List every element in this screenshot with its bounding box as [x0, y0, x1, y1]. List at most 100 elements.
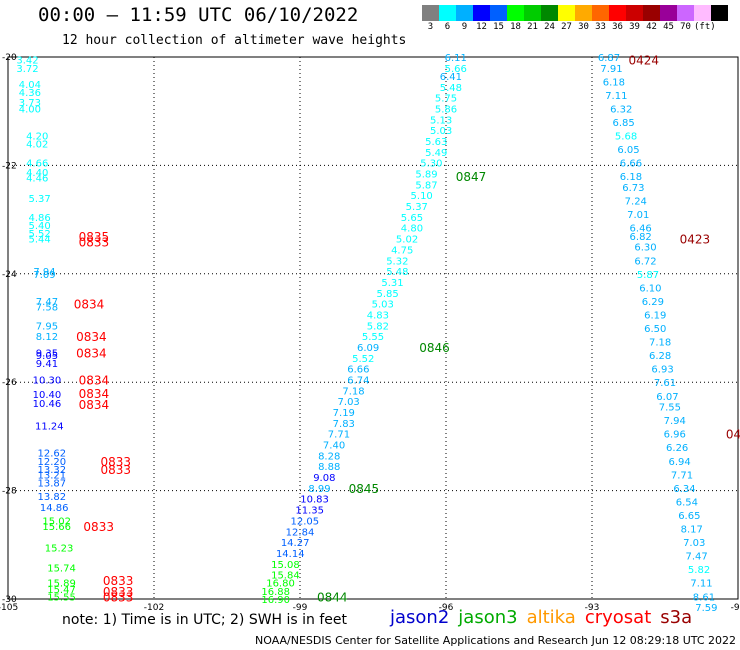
color-bar-label: 30: [578, 22, 589, 32]
wave-height-label: 6.05: [617, 145, 639, 156]
wave-height-label: 12.84: [286, 527, 315, 538]
satellite-legend: jason2 jason3 altika cryosat s3a: [390, 607, 701, 628]
wave-height-label: 6.87: [598, 53, 620, 64]
wave-height-label: 7.24: [625, 197, 647, 208]
x-tick-label: -99: [293, 603, 308, 613]
x-tick-label: -93: [585, 603, 600, 613]
wave-height-label: 5.55: [362, 332, 384, 343]
wave-height-label: 7.19: [333, 408, 355, 419]
wave-height-label: 10.30: [33, 375, 62, 386]
wave-height-label: 7.94: [664, 416, 686, 427]
wave-height-label: 8.88: [318, 462, 340, 473]
pass-time-label: 0834: [76, 346, 107, 360]
pass-time-label: 0833: [103, 574, 134, 588]
wave-height-label: 12.20: [37, 457, 66, 468]
wave-height-label: 6.66: [620, 159, 642, 170]
wave-height-label: 15.08: [271, 560, 300, 571]
wave-height-label: 6.32: [610, 104, 632, 115]
wave-height-label: 11.35: [295, 506, 324, 517]
wave-height-label: 6.54: [676, 497, 698, 508]
wave-height-label: 6.11: [445, 53, 467, 64]
wave-height-label: 6.19: [644, 310, 666, 321]
color-bar-label: 45: [663, 22, 674, 32]
wave-height-label: 9.41: [36, 359, 58, 370]
wave-height-label: 6.72: [634, 256, 656, 267]
wave-height-label: 5.82: [688, 565, 710, 576]
pass-time-label: 0833: [100, 463, 131, 477]
wave-height-label: 9.08: [313, 473, 335, 484]
wave-height-label: 6.93: [651, 365, 673, 376]
wave-height-label: 6.41: [440, 72, 462, 83]
color-swatch: [456, 5, 473, 21]
wave-height-label: 5.82: [367, 321, 389, 332]
wave-height-label: 5.02: [396, 235, 418, 246]
color-bar-label: 6: [444, 22, 451, 32]
wave-height-label: 7.03: [338, 397, 360, 408]
color-bar-label: 21: [527, 22, 538, 32]
wave-height-label: 5.49: [425, 148, 447, 159]
wave-height-label: 9.35: [36, 348, 58, 359]
wave-height-label: 5.37: [406, 202, 428, 213]
note-text: note: 1) Time is in UTC; 2) SWH is in fe…: [62, 612, 348, 628]
wave-height-label: 5.31: [381, 278, 403, 289]
wave-height-label: 15.66: [42, 522, 71, 533]
wave-height-label: 6.82: [630, 232, 652, 243]
color-swatch: [694, 5, 711, 21]
color-swatch: [660, 5, 677, 21]
wave-height-label: 7.71: [328, 430, 350, 441]
pass-time-label: 0833: [100, 455, 131, 469]
pass-time-label: 0423: [680, 233, 711, 247]
color-swatch: [711, 5, 728, 21]
wave-height-label: 7.95: [36, 321, 58, 332]
wave-height-label: 4.46: [26, 173, 48, 184]
color-bar-label: 24: [544, 22, 555, 32]
wave-height-label: 6.65: [678, 511, 700, 522]
pass-time-label: 0834: [74, 298, 105, 312]
wave-height-label: 12.05: [291, 516, 320, 527]
color-swatch: [558, 5, 575, 21]
wave-height-label: 5.10: [411, 191, 433, 202]
pass-time-label: 0846: [419, 341, 450, 355]
pass-time-label: 0424: [629, 54, 660, 68]
color-bar-label: 42: [646, 22, 657, 32]
wave-height-label: 14.27: [281, 538, 310, 549]
color-swatch: [422, 5, 439, 21]
wave-height-label: 7.11: [605, 91, 627, 102]
wave-height-label: 6.29: [642, 297, 664, 308]
wave-height-label: 4.80: [401, 224, 423, 235]
wave-height-label: 15.74: [47, 564, 76, 575]
color-bar-label: (ft): [694, 22, 716, 32]
y-tick-label: -26: [2, 378, 17, 388]
wave-height-label: 5.13: [430, 115, 452, 126]
wave-height-label: 8.28: [318, 451, 340, 462]
wave-height-label: 8.17: [681, 525, 703, 536]
wave-height-label: 5.44: [29, 235, 51, 246]
wave-height-label: 7.40: [323, 441, 345, 452]
wave-height-label: 6.28: [649, 351, 671, 362]
color-bar: [422, 5, 728, 21]
wave-height-label: 16.88: [261, 587, 290, 598]
wave-height-label: 13.32: [37, 465, 66, 476]
wave-height-label: 7.18: [342, 386, 364, 397]
wave-height-label: 15.47: [47, 585, 76, 596]
wave-height-label: 8.12: [36, 332, 58, 343]
wave-height-label: 7.47: [686, 552, 708, 563]
color-swatch: [643, 5, 660, 21]
wave-height-label: 7.58: [36, 302, 58, 313]
wave-height-label: 4.20: [26, 132, 48, 143]
x-tick-label: -96: [439, 603, 454, 613]
wave-height-label: 7.91: [600, 64, 622, 75]
color-swatch: [609, 5, 626, 21]
wave-height-label: 9.05: [36, 351, 58, 362]
map-subtitle: 12 hour collection of altimeter wave hei…: [62, 33, 407, 48]
wave-height-label: 8.99: [308, 484, 330, 495]
wave-height-label: 15.23: [45, 544, 74, 555]
wave-height-label: 4.83: [367, 310, 389, 321]
pass-time-label: 0847: [456, 170, 487, 184]
wave-height-label: 8.61: [693, 592, 715, 603]
wave-height-label: 4.00: [19, 104, 41, 115]
pass-time-label: 0833: [103, 590, 134, 604]
wave-height-label: 7.03: [683, 538, 705, 549]
wave-height-label: 6.26: [666, 443, 688, 454]
